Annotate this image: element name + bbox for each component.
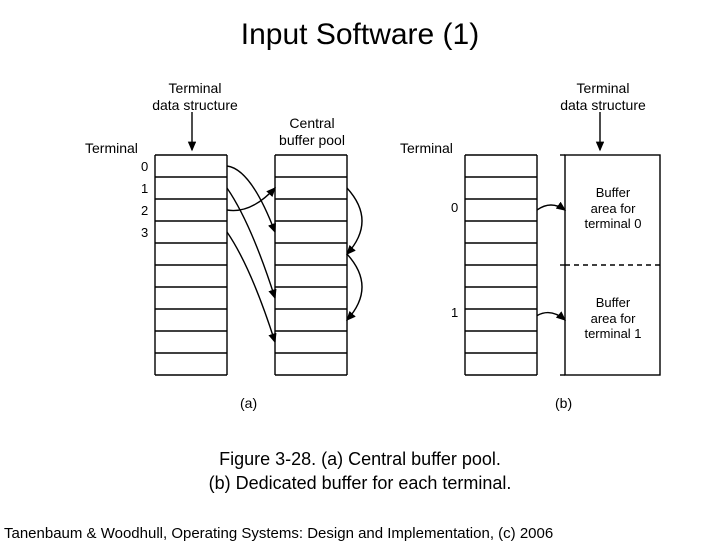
footer-text: Tanenbaum & Woodhull, Operating Systems:… [4, 525, 553, 542]
caption-line1: Figure 3-28. (a) Central buffer pool. [219, 449, 501, 469]
caption-line2: (b) Dedicated buffer for each terminal. [209, 473, 512, 493]
figure-caption: Figure 3-28. (a) Central buffer pool. (b… [0, 448, 720, 495]
